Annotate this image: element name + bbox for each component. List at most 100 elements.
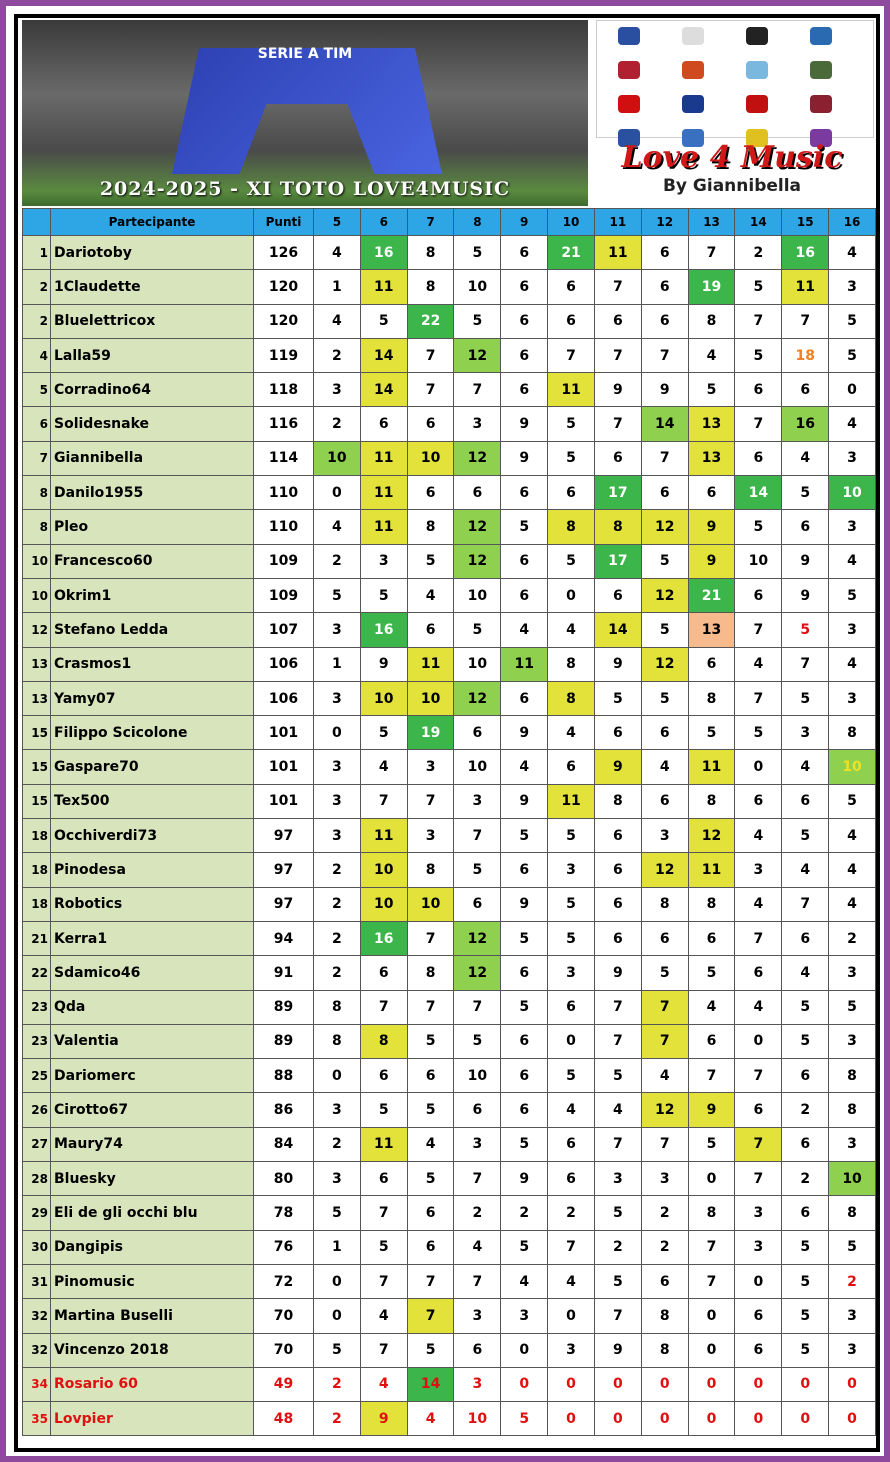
round-score: 6 <box>500 577 549 614</box>
round-score: 2 <box>828 1263 876 1300</box>
round-score: 7 <box>593 269 642 305</box>
round-score: 4 <box>781 955 830 991</box>
round-score: 3 <box>406 818 455 854</box>
points: 101 <box>253 715 314 751</box>
points: 70 <box>253 1298 314 1334</box>
round-score: 0 <box>547 1023 595 1060</box>
round-score: 3 <box>547 955 595 991</box>
round-score: 11 <box>359 818 408 854</box>
points: 76 <box>253 1229 314 1265</box>
round-score: 7 <box>734 303 783 339</box>
points: 118 <box>253 372 314 408</box>
round-score: 7 <box>640 337 689 374</box>
round-score: 5 <box>781 1263 830 1300</box>
round-score: 2 <box>313 886 361 922</box>
participant: Solidesnake <box>50 406 254 442</box>
round-score: 21 <box>687 577 736 614</box>
round-score: 6 <box>547 1126 595 1163</box>
round-score: 4 <box>406 1126 455 1163</box>
round-score: 6 <box>547 1161 595 1197</box>
round-score: 12 <box>453 543 502 579</box>
rank: 34 <box>22 1366 51 1403</box>
rank: 8 <box>22 509 51 545</box>
round-score: 10 <box>453 1058 502 1094</box>
points: 126 <box>253 234 314 271</box>
points: 91 <box>253 955 314 991</box>
round-score: 3 <box>734 1229 783 1265</box>
round-score: 10 <box>453 269 502 305</box>
participant: 1Claudette <box>50 269 254 305</box>
round-score: 3 <box>781 715 830 751</box>
participant: Stefano Ledda <box>50 612 254 648</box>
round-score: 7 <box>406 989 455 1025</box>
round-score: 6 <box>640 1263 689 1300</box>
table-row: 8 Danilo1955 110 0 11 6 6 6 6 17 6 6 14 5 10 <box>22 475 876 511</box>
header-cell <box>22 208 51 236</box>
round-score: 0 <box>734 1023 783 1060</box>
round-score: 12 <box>640 646 689 682</box>
table-row: 34 Rosario 60 49 2 4 14 3 0 0 0 0 0 0 0 0 <box>22 1366 876 1403</box>
participant: Yamy07 <box>50 680 254 717</box>
round-score: 5 <box>593 680 642 717</box>
round-score: 3 <box>313 1092 361 1128</box>
round-score: 6 <box>593 818 642 854</box>
round-score: 5 <box>640 680 689 717</box>
round-score: 3 <box>828 1023 876 1060</box>
round-score: 4 <box>547 1092 595 1128</box>
round-score: 6 <box>640 269 689 305</box>
round-score: 6 <box>593 577 642 614</box>
round-score: 2 <box>453 1195 502 1231</box>
round-score: 0 <box>313 475 361 511</box>
round-score: 7 <box>734 680 783 717</box>
round-score: 5 <box>640 543 689 579</box>
round-score: 6 <box>781 1126 830 1163</box>
round-score: 4 <box>687 337 736 374</box>
round-score: 9 <box>359 1401 408 1437</box>
round-score: 3 <box>406 749 455 785</box>
round-score: 6 <box>500 337 549 374</box>
round-score: 11 <box>359 509 408 545</box>
round-score: 7 <box>640 440 689 477</box>
round-score: 2 <box>640 1195 689 1231</box>
table-row: 6 Solidesnake 116 2 6 6 3 9 5 7 14 13 7 16 4 <box>22 406 876 442</box>
round-score: 3 <box>734 1195 783 1231</box>
table-row: 18 Occhiverdi73 97 3 11 3 7 5 5 6 3 12 4 5 4 <box>22 818 876 854</box>
round-score: 5 <box>453 612 502 648</box>
round-score: 6 <box>500 303 549 339</box>
round-score: 4 <box>781 440 830 477</box>
points: 109 <box>253 577 314 614</box>
round-score: 7 <box>781 646 830 682</box>
rank: 18 <box>22 886 51 922</box>
round-score: 11 <box>359 440 408 477</box>
round-score: 5 <box>453 1023 502 1060</box>
round-score: 12 <box>453 955 502 991</box>
rank: 5 <box>22 372 51 408</box>
round-score: 3 <box>313 818 361 854</box>
round-score: 9 <box>593 372 642 408</box>
round-score: 5 <box>406 1092 455 1128</box>
round-score: 3 <box>547 1332 595 1368</box>
round-score: 9 <box>687 543 736 579</box>
round-score: 5 <box>453 852 502 888</box>
participant: Pinodesa <box>50 852 254 888</box>
round-score: 12 <box>453 509 502 545</box>
table-row: 18 Robotics 97 2 10 10 6 9 5 6 8 8 4 7 4 <box>22 886 876 922</box>
round-score: 9 <box>593 955 642 991</box>
rank: 23 <box>22 989 51 1025</box>
rank: 30 <box>22 1229 51 1265</box>
participant: Gaspare70 <box>50 749 254 785</box>
header-cell: 8 <box>453 208 502 236</box>
round-score: 6 <box>500 475 549 511</box>
header-cell: Punti <box>253 208 314 236</box>
round-score: 5 <box>547 920 595 957</box>
round-score: 7 <box>640 989 689 1025</box>
participant: Cirotto67 <box>50 1092 254 1128</box>
round-score: 9 <box>781 543 830 579</box>
round-score: 12 <box>640 852 689 888</box>
round-score: 5 <box>359 715 408 751</box>
round-score: 6 <box>781 1058 830 1094</box>
participant: Martina Buselli <box>50 1298 254 1334</box>
round-score: 3 <box>640 1161 689 1197</box>
round-score: 8 <box>406 955 455 991</box>
round-score: 9 <box>500 1161 549 1197</box>
